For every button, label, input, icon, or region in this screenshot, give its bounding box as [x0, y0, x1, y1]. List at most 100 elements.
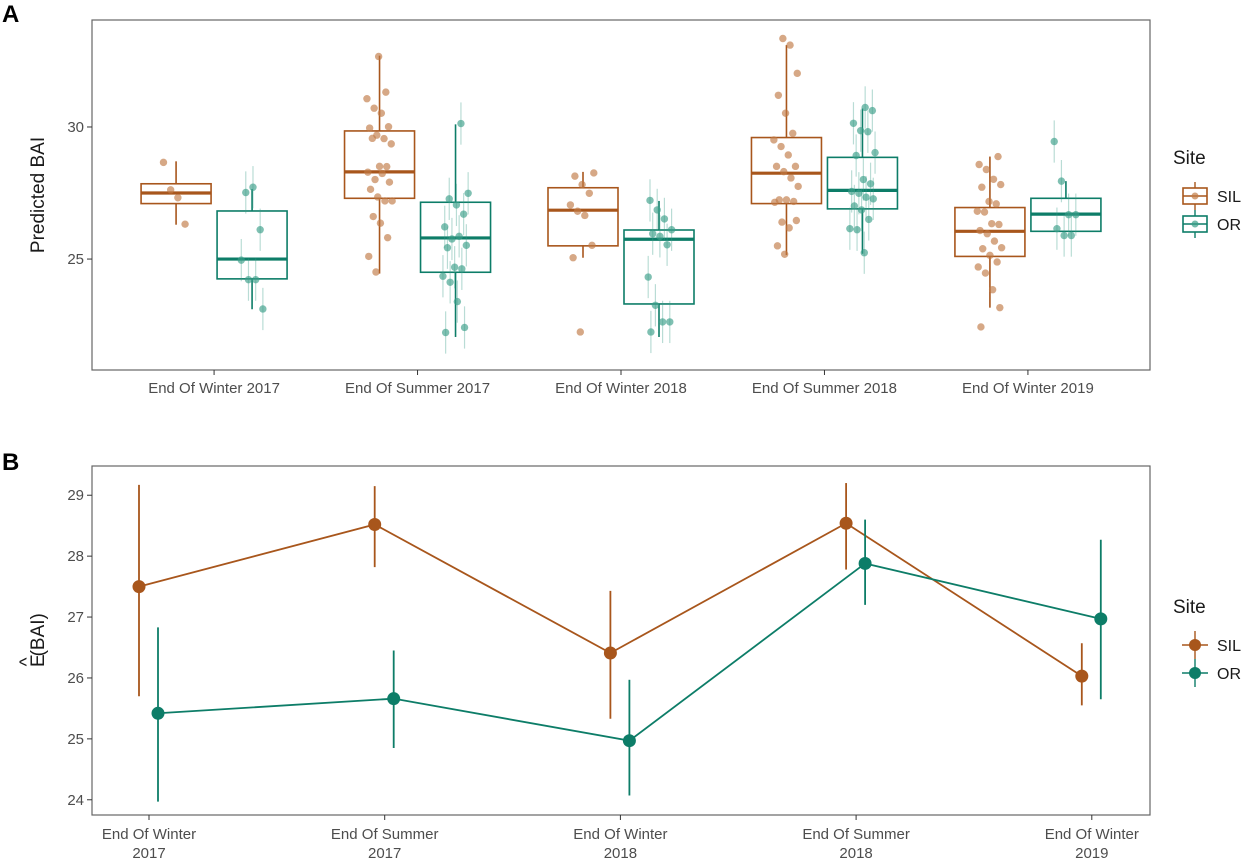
data-point-sil — [976, 226, 984, 235]
data-point-or — [653, 206, 661, 214]
data-point-sil — [785, 224, 793, 232]
data-point-sil — [973, 207, 982, 215]
data-point-sil — [603, 646, 617, 660]
y-tick-label: 24 — [67, 792, 84, 809]
y-tick-label: 25 — [67, 731, 84, 748]
data-point-or — [1094, 612, 1108, 626]
data-point-sil — [982, 165, 991, 174]
data-point-or — [242, 188, 250, 197]
data-point-sil — [383, 162, 391, 171]
x-tick-label-line1: End Of Winter — [102, 826, 196, 843]
x-tick-label-line1: End Of Winter — [1045, 826, 1139, 843]
panel-label-a: A — [2, 1, 19, 28]
data-point-sil — [778, 218, 786, 226]
data-point-sil — [839, 516, 853, 530]
data-point-sil — [780, 167, 788, 176]
data-point-sil — [994, 152, 1002, 161]
data-point-or — [443, 243, 452, 252]
data-point-sil — [371, 175, 379, 184]
y-tick-label: 25 — [67, 251, 84, 268]
data-point-sil — [986, 251, 994, 260]
data-point-sil — [992, 200, 1000, 208]
data-point-sil — [780, 250, 789, 259]
data-point-or — [446, 278, 454, 287]
legend-key-point — [1191, 220, 1199, 228]
data-point-sil — [774, 91, 783, 99]
legend-label-or: OR — [1217, 217, 1241, 234]
data-point-or — [151, 706, 165, 720]
data-point-or — [651, 301, 660, 309]
data-point-sil — [989, 175, 998, 183]
data-point-sil — [369, 212, 377, 221]
data-point-or — [658, 318, 667, 326]
data-point-sil — [376, 219, 385, 227]
data-point-sil — [981, 269, 990, 277]
legend-title: Site — [1173, 148, 1206, 169]
panel-label-b: B — [2, 449, 19, 476]
data-point-sil — [988, 285, 997, 294]
x-tick-label: End Of Winter 2018 — [555, 380, 687, 397]
x-tick-label: End Of Summer 2017 — [345, 380, 490, 397]
data-point-or — [865, 215, 873, 224]
data-point-sil — [781, 109, 790, 117]
data-point-sil — [375, 162, 384, 171]
data-point-sil — [368, 134, 377, 143]
x-tick-label-line2: 2017 — [132, 845, 165, 861]
data-point-or — [864, 128, 872, 136]
panel-a-boxplot: 25 30 End Of Winter 2017 End Of Summer 2017… — [67, 19, 1241, 397]
plot-border — [91, 465, 1151, 816]
y-axis-label-a: Predicted BAI — [28, 137, 49, 253]
data-point-sil — [576, 328, 584, 336]
data-point-sil — [381, 197, 389, 205]
data-point-or — [846, 224, 854, 233]
data-point-sil — [383, 233, 392, 242]
y-axis-label-b-e: E — [28, 654, 49, 667]
data-point-sil — [166, 186, 175, 194]
legend-key-point — [1189, 639, 1201, 651]
x-tick-label-line2: 2018 — [604, 845, 637, 861]
data-point-sil — [782, 196, 791, 204]
data-point-sil — [585, 189, 593, 197]
data-point-sil — [786, 41, 794, 49]
data-point-or — [855, 189, 863, 197]
data-point-sil — [374, 52, 383, 61]
data-point-sil — [777, 142, 785, 151]
data-point-or — [858, 556, 872, 570]
data-point-sil — [977, 323, 985, 331]
data-point-sil — [573, 207, 582, 215]
data-point-or — [849, 119, 858, 127]
data-point-or — [237, 256, 245, 264]
data-point-sil — [588, 241, 596, 250]
box-or — [216, 210, 288, 280]
data-point-sil — [1075, 669, 1089, 683]
data-point-or — [1057, 177, 1066, 185]
legend-key-point — [1189, 667, 1201, 679]
data-point-sil — [997, 243, 1006, 252]
data-point-sil — [368, 517, 382, 531]
y-tick-label: 26 — [67, 670, 84, 687]
x-tick-label-line1: End Of Summer — [802, 826, 910, 843]
data-point-sil — [387, 140, 395, 148]
x-tick-label: End Of Winter 2019 — [962, 380, 1094, 397]
y-tick-label: 27 — [67, 609, 84, 626]
y-axis-label-b: E^(BAI) — [17, 613, 49, 667]
data-point-sil — [590, 169, 598, 177]
data-point-sil — [794, 182, 802, 191]
data-point-sil — [779, 34, 787, 43]
x-tick-label: End Of Winter 2017 — [148, 380, 280, 397]
data-point-sil — [770, 136, 778, 144]
data-point-or — [871, 148, 879, 157]
data-point-sil — [370, 104, 378, 112]
data-point-or — [457, 119, 465, 128]
data-point-or — [656, 232, 664, 241]
data-point-sil — [366, 185, 375, 194]
legend-label-sil: SIL — [1217, 638, 1241, 655]
y-tick-label: 28 — [67, 548, 84, 565]
data-point-sil — [382, 88, 390, 96]
data-point-sil — [578, 180, 586, 189]
data-point-or — [647, 328, 655, 336]
data-point-sil — [793, 69, 801, 78]
data-point-sil — [997, 180, 1005, 189]
data-point-sil — [385, 178, 394, 186]
